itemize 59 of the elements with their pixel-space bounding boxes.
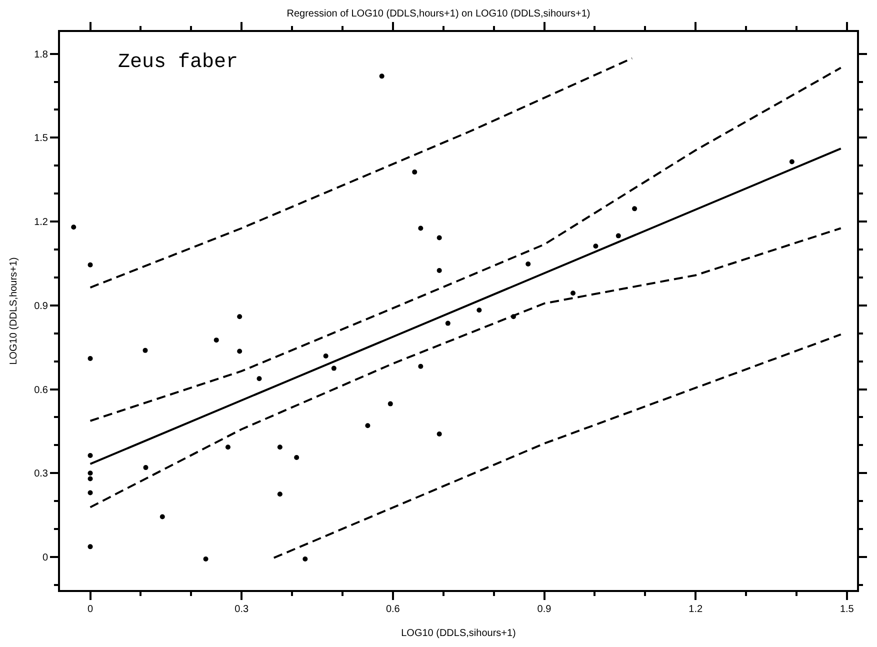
point [88,356,93,362]
point [616,233,621,238]
point [412,170,418,175]
point [142,348,148,353]
y-tick-label: 0.3 [34,468,48,480]
point [88,453,93,458]
annotation: Zeus faber [118,51,238,74]
point [88,470,93,476]
x-tick-label: 0.6 [386,604,400,615]
point [593,244,598,249]
point [302,556,308,562]
point [526,262,531,267]
point [143,465,148,470]
point [237,348,242,354]
point [789,159,794,164]
point [436,235,442,240]
point [237,314,242,320]
x-tick-label: 1.2 [688,604,703,615]
line-series [89,66,842,422]
point [88,476,93,482]
point [256,376,262,382]
point [203,556,208,562]
point [225,444,230,450]
point [331,366,336,371]
point [379,74,384,79]
x-tick-label: 0.9 [537,604,552,615]
line-series [89,227,842,508]
point [436,268,442,273]
point [476,308,482,313]
point [88,544,93,550]
point [445,320,450,326]
y-tick-label: 0.9 [34,300,48,312]
x-tick-label: 1.5 [840,604,854,615]
x-tick-label: 0 [87,604,94,615]
point [418,226,424,231]
point [71,224,76,230]
y-tick-label: 0 [42,552,48,564]
y-axis-title: LOG10 (DDLS,hours+1) [8,257,20,365]
point [294,454,300,460]
point [418,364,424,369]
y-tick-label: 1.5 [34,133,48,144]
point [436,432,442,437]
point [277,492,282,497]
chart-title: Regression of LOG10 (DDLS,hours+1) on LOG10 (DDLS,sihours+1) [286,8,590,20]
point [160,514,165,520]
point [88,490,93,496]
y-tick-label: 1.8 [34,49,48,60]
point [570,290,576,296]
point [323,354,328,359]
x-axis-title: LOG10 (DDLS,sihours+1) [401,628,516,639]
point [632,206,638,212]
point [88,262,93,268]
y-tick-label: 0.6 [34,384,48,396]
y-tick-label: 1.2 [34,217,48,228]
point [214,338,219,343]
point [365,423,370,428]
x-tick-label: 0.3 [234,604,249,615]
point [277,444,282,450]
point [388,401,393,406]
